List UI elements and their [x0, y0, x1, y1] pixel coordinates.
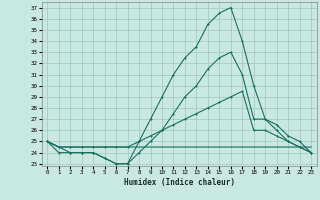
X-axis label: Humidex (Indice chaleur): Humidex (Indice chaleur) [124, 178, 235, 187]
